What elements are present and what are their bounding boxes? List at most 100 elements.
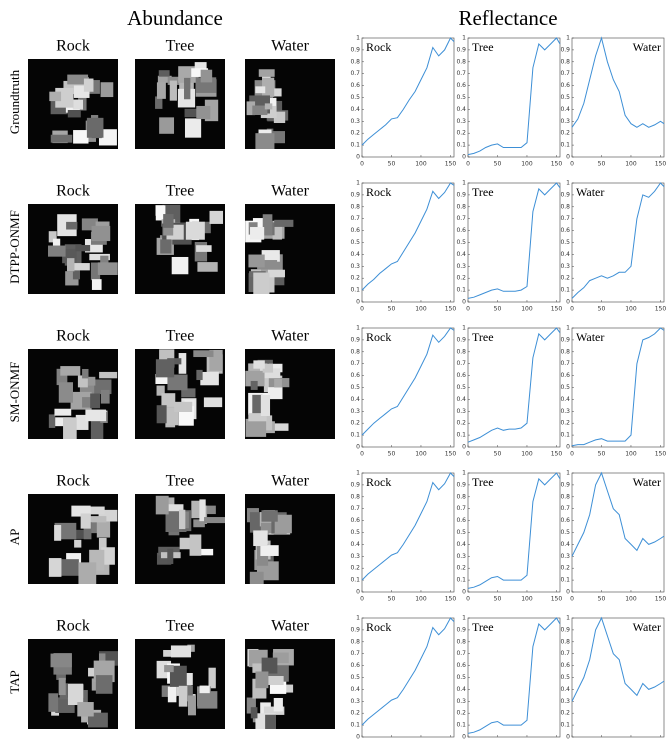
- y-tick-label: 0.5: [456, 239, 466, 246]
- map-patch: [155, 205, 166, 221]
- y-tick-label: 0.9: [560, 191, 570, 198]
- x-tick-label: 150: [551, 596, 563, 603]
- y-tick-label: 0.2: [456, 130, 466, 137]
- chart-title: Water: [633, 620, 661, 634]
- y-tick-label: 0.8: [560, 58, 570, 65]
- map-patch: [170, 645, 192, 658]
- y-tick-label: 0.2: [350, 710, 360, 717]
- map-patch: [73, 130, 89, 144]
- y-tick-label: 1: [566, 180, 570, 187]
- y-tick-label: 0.6: [456, 517, 466, 524]
- y-tick-label: 0.4: [350, 541, 360, 548]
- y-tick-label: 0.7: [350, 505, 360, 512]
- map-patch: [246, 697, 256, 714]
- map-patch: [274, 219, 294, 227]
- y-tick-label: 0.6: [560, 227, 570, 234]
- map-patch: [199, 499, 206, 522]
- y-tick-label: 0: [462, 734, 466, 741]
- y-tick-label: 0.6: [560, 372, 570, 379]
- map-patch: [249, 512, 263, 533]
- y-tick-label: 0.3: [560, 553, 570, 560]
- y-tick-label: 1: [462, 470, 466, 477]
- map-patch: [155, 96, 163, 109]
- y-tick-label: 0.3: [456, 553, 466, 560]
- y-tick-label: 1: [356, 35, 360, 42]
- y-tick-label: 0.5: [350, 384, 360, 391]
- map-patch: [160, 239, 172, 254]
- y-tick-label: 0.7: [456, 215, 466, 222]
- y-tick-label: 0.9: [350, 626, 360, 633]
- plot-frame: [361, 472, 455, 593]
- y-tick-label: 0.5: [350, 529, 360, 536]
- map-patch: [167, 76, 187, 85]
- y-tick-label: 0.1: [560, 432, 570, 439]
- abundance-title: Tree: [166, 473, 195, 490]
- x-tick-label: 50: [598, 306, 606, 313]
- row-label: DTPP-ONMF: [7, 210, 22, 284]
- map-patch: [48, 245, 66, 257]
- y-tick-label: 0.7: [350, 360, 360, 367]
- map-patch: [100, 82, 114, 98]
- y-tick-label: 0.8: [456, 638, 466, 645]
- map-patch: [245, 370, 265, 387]
- map-patch: [197, 262, 218, 272]
- map-patch: [48, 414, 56, 428]
- abundance-title: Rock: [56, 328, 90, 345]
- map-patch: [269, 97, 277, 108]
- y-tick-label: 0.9: [350, 191, 360, 198]
- abundance-header: Abundance: [127, 6, 223, 30]
- x-tick-label: 100: [415, 306, 427, 313]
- y-tick-label: 0.4: [456, 396, 466, 403]
- abundance-map: [135, 349, 225, 439]
- map-patch: [67, 110, 81, 118]
- y-tick-label: 0.8: [350, 638, 360, 645]
- map-patch: [179, 537, 191, 550]
- map-patch: [66, 258, 75, 272]
- map-patch: [82, 376, 96, 386]
- y-tick-label: 0.8: [560, 638, 570, 645]
- y-tick-label: 0.9: [560, 626, 570, 633]
- x-tick-label: 50: [598, 161, 606, 168]
- y-tick-label: 0.5: [456, 94, 466, 101]
- map-patch: [50, 134, 73, 143]
- y-tick-label: 0.8: [350, 203, 360, 210]
- x-tick-label: 50: [494, 161, 502, 168]
- plot-frame: [571, 617, 665, 738]
- y-tick-label: 0.1: [350, 287, 360, 294]
- x-tick-label: 150: [445, 306, 457, 313]
- abundance-title: Water: [271, 473, 309, 490]
- y-tick-label: 0: [462, 154, 466, 161]
- y-tick-label: 0.1: [560, 722, 570, 729]
- x-tick-label: 0: [570, 451, 574, 458]
- map-patch: [155, 359, 175, 378]
- plot-frame: [571, 37, 665, 158]
- map-patch: [169, 80, 177, 101]
- y-tick-label: 0.6: [350, 517, 360, 524]
- map-patch: [255, 86, 266, 94]
- y-tick-label: 0.1: [350, 577, 360, 584]
- y-tick-label: 0.9: [560, 336, 570, 343]
- y-tick-label: 0.2: [350, 565, 360, 572]
- reflectance-line: [571, 471, 665, 557]
- row-label: AP: [7, 529, 22, 546]
- plot-frame: [571, 182, 665, 303]
- y-tick-label: 0.6: [456, 227, 466, 234]
- x-tick-label: 0: [466, 451, 470, 458]
- map-patch: [98, 129, 117, 146]
- y-tick-label: 1: [462, 180, 466, 187]
- x-tick-label: 100: [521, 161, 533, 168]
- chart-title: Rock: [366, 330, 391, 344]
- map-patch: [189, 534, 202, 556]
- plot-frame: [361, 37, 455, 158]
- plot-frame: [467, 617, 561, 738]
- map-patch: [50, 653, 72, 668]
- y-tick-label: 0.5: [560, 239, 570, 246]
- y-tick-label: 0.2: [560, 710, 570, 717]
- reflectance-line: [361, 182, 455, 291]
- y-tick-label: 0.3: [456, 698, 466, 705]
- x-tick-label: 0: [360, 596, 364, 603]
- x-tick-label: 100: [625, 161, 637, 168]
- y-tick-label: 0.3: [456, 408, 466, 415]
- y-tick-label: 0.6: [350, 82, 360, 89]
- y-tick-label: 0.6: [560, 82, 570, 89]
